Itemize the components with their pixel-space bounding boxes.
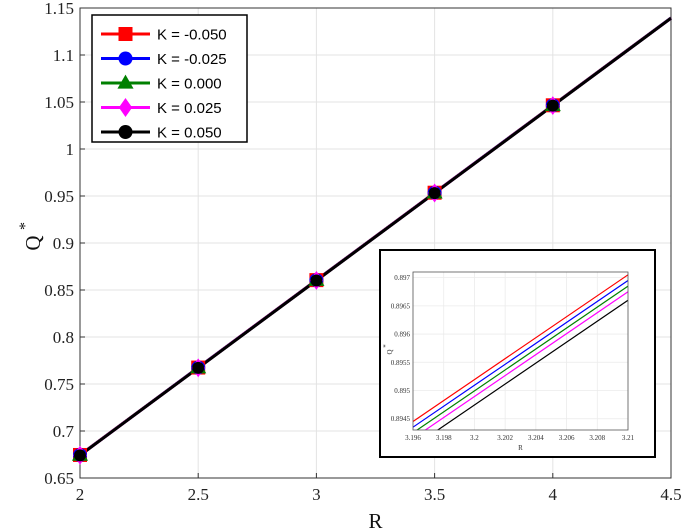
inset-y-axis-label: Q [386, 349, 394, 354]
legend-marker-4 [118, 98, 133, 117]
inset-x-tick-label: 3.2 [470, 434, 479, 442]
y-tick-label: 0.7 [53, 422, 75, 441]
y-tick-label: 0.75 [44, 375, 74, 394]
inset-y-tick-label: 0.8955 [391, 359, 411, 367]
x-tick-label: 2 [76, 485, 85, 504]
inset-series-line-5 [436, 299, 628, 430]
inset-series-line-1 [413, 274, 628, 423]
inset-y-tick-label: 0.8965 [391, 302, 411, 310]
x-tick-label: 2.5 [188, 485, 209, 504]
inset-x-tick-label: 3.202 [497, 434, 513, 442]
legend: K = -0.050 K = -0.025 K = 0.000 K = 0.025 K … [91, 14, 248, 143]
inset-y-axis-label-superscript: * [382, 344, 390, 348]
inset-x-tick-label: 3.196 [405, 434, 421, 442]
inset-y-tick-label: 0.895 [394, 387, 410, 395]
inset-x-tick-label: 3.198 [436, 434, 452, 442]
inset-frame [379, 249, 656, 458]
x-tick-label: 3 [312, 485, 321, 504]
series-line-5 [79, 16, 672, 457]
legend-box [91, 14, 248, 143]
legend-entry-2: K = -0.025 [157, 51, 227, 68]
data-point-series-5 [192, 361, 205, 374]
legend-entry-4: K = 0.025 [157, 100, 222, 117]
legend-entry-1: K = -0.050 [157, 27, 227, 44]
inset-series-line-2 [413, 279, 628, 428]
legend-marker-3 [117, 74, 134, 89]
y-tick-label: 1 [66, 140, 75, 159]
inset-x-tick-label: 3.208 [589, 434, 605, 442]
legend-marker-5 [118, 125, 133, 139]
data-point-series-5 [74, 449, 86, 462]
inset-x-tick-label: 3.21 [622, 434, 635, 442]
x-tick-label: 4.5 [660, 485, 681, 504]
y-tick-label: 0.85 [44, 281, 74, 300]
inset-y-tick-label: 0.896 [394, 331, 410, 339]
y-tick-label: 0.65 [44, 469, 74, 488]
inset-plot-frame [412, 271, 629, 431]
x-tick-label: 4 [549, 485, 558, 504]
y-tick-label: 0.9 [53, 234, 74, 253]
legend-marker-2 [118, 51, 133, 66]
inset-series-line-3 [416, 285, 628, 430]
inset-x-tick-label: 3.206 [559, 434, 575, 442]
legend-entry-5: K = 0.050 [157, 125, 222, 142]
y-tick-label: 1.15 [44, 0, 74, 18]
x-tick-label: 3.5 [424, 485, 445, 504]
data-point-series-5 [546, 99, 559, 112]
plot-frame [79, 7, 672, 479]
inset-series-line-4 [424, 291, 628, 430]
inset: 3.196 3.198 3.2 3.202 3.204 3.206 3.208 3.21 0.8… [379, 249, 656, 458]
y-tick-label: 0.8 [53, 328, 74, 347]
inset-x-tick-label: 3.204 [528, 434, 544, 442]
data-point-series-5 [428, 187, 441, 200]
inset-y-tick-label: 0.8945 [391, 415, 411, 423]
legend-entry-3: K = 0.000 [157, 76, 222, 93]
inset-x-axis-label: R [518, 444, 523, 452]
y-tick-label: 0.95 [44, 187, 74, 206]
data-point-series-5 [310, 274, 323, 287]
y-axis-label: Q [21, 235, 45, 250]
y-tick-label: 1.1 [53, 46, 74, 65]
inset-y-tick-label: 0.897 [394, 274, 410, 282]
legend-marker-1 [118, 27, 133, 41]
y-tick-label: 1.05 [44, 93, 74, 112]
y-axis-label-superscript: * [17, 222, 34, 230]
x-axis-label: R [368, 509, 382, 531]
